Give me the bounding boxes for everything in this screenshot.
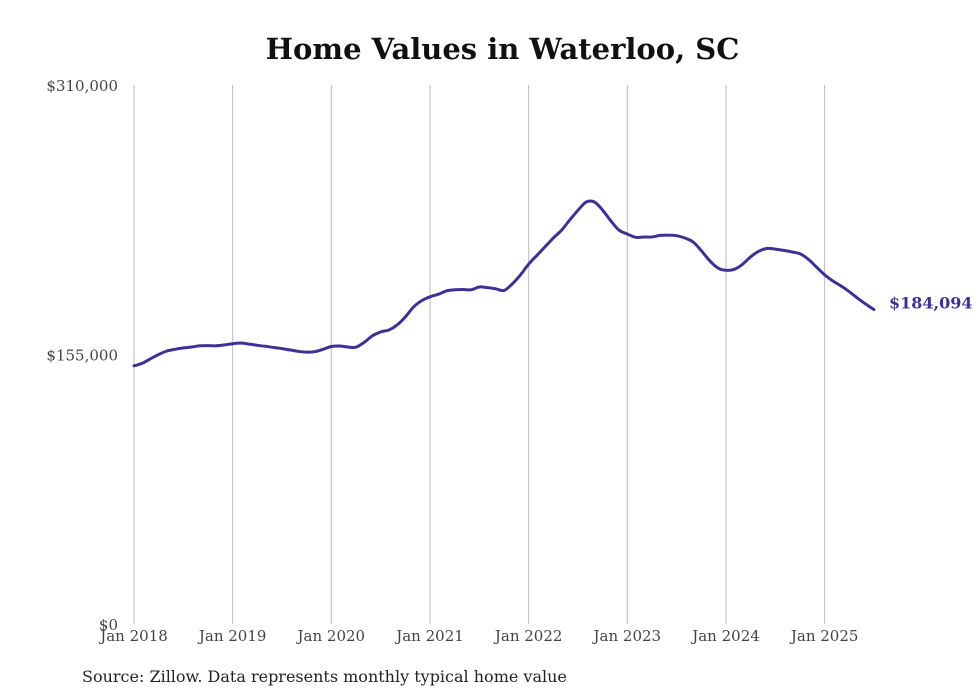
source-note: Source: Zillow. Data represents monthly …	[82, 667, 567, 686]
y-axis-ticks: $0 $155,000 $310,000	[46, 77, 118, 634]
x-tick-label: Jan 2025	[789, 627, 859, 645]
home-value-line	[132, 199, 876, 368]
y-tick-label: $310,000	[46, 77, 118, 95]
x-axis-ticks: Jan 2018 Jan 2019 Jan 2020 Jan 2021 Jan 2022…	[98, 627, 858, 645]
y-tick-label: $155,000	[46, 347, 118, 365]
x-tick-label: Jan 2021	[394, 627, 464, 645]
end-label-layer: $184,094	[889, 293, 973, 312]
chart-title: Home Values in Waterloo, SC	[265, 32, 740, 66]
y-tick-label: $0	[99, 616, 118, 634]
x-tick-label: Jan 2019	[197, 627, 267, 645]
x-tick-label: Jan 2024	[690, 627, 760, 645]
latest-value-label: $184,094	[889, 293, 973, 312]
series-layer	[132, 199, 876, 368]
x-tick-label: Jan 2018	[98, 627, 168, 645]
x-tick-label: Jan 2020	[296, 627, 366, 645]
x-tick-label: Jan 2023	[592, 627, 662, 645]
grid-layer	[133, 85, 826, 624]
x-tick-label: Jan 2022	[493, 627, 563, 645]
